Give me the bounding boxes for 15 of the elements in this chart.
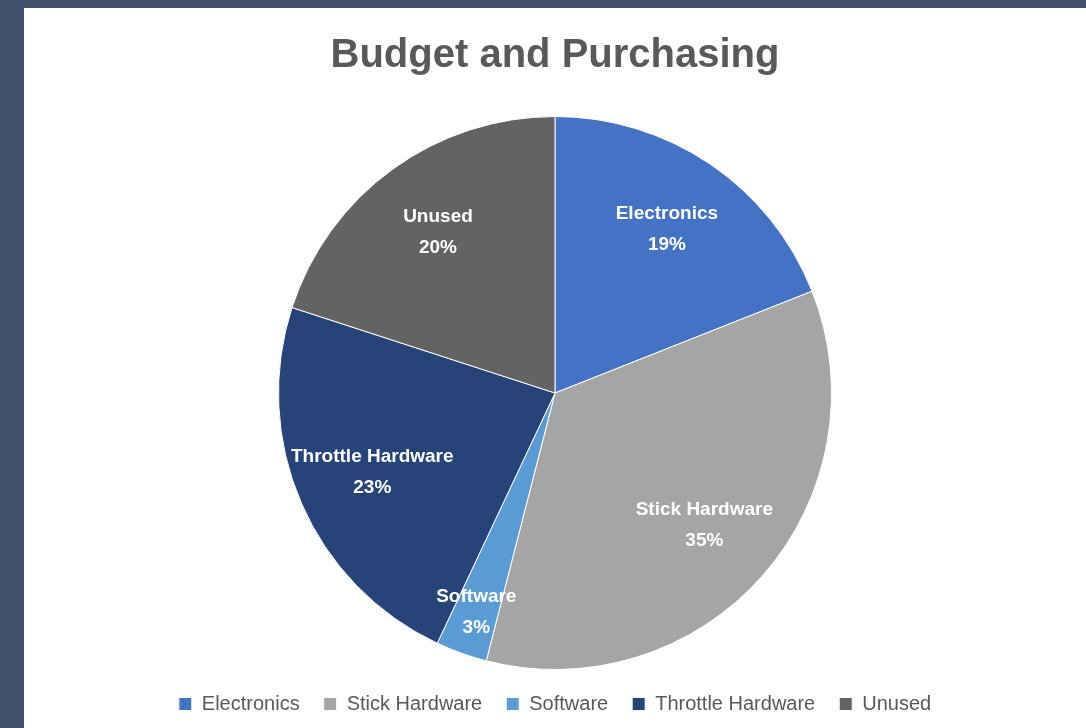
data-label: 3%	[462, 615, 491, 637]
chart-title: Budget and Purchasing	[330, 31, 780, 76]
data-label: 19%	[647, 232, 687, 254]
legend-label: Electronics	[201, 691, 300, 714]
data-label: 35%	[685, 528, 724, 550]
legend-label: Throttle Hardware	[655, 691, 816, 714]
slice-label: Unused	[403, 205, 473, 227]
slice-label: Electronics	[615, 201, 719, 223]
legend-label: Software	[529, 691, 609, 714]
legend-label: Stick Hardware	[346, 691, 483, 714]
data-label: 20%	[418, 236, 458, 258]
slice-label: Throttle Hardware	[291, 445, 454, 467]
slice-label: Stick Hardware	[635, 497, 773, 519]
data-label: 23%	[353, 476, 392, 498]
legend-label: Unused	[862, 691, 932, 714]
